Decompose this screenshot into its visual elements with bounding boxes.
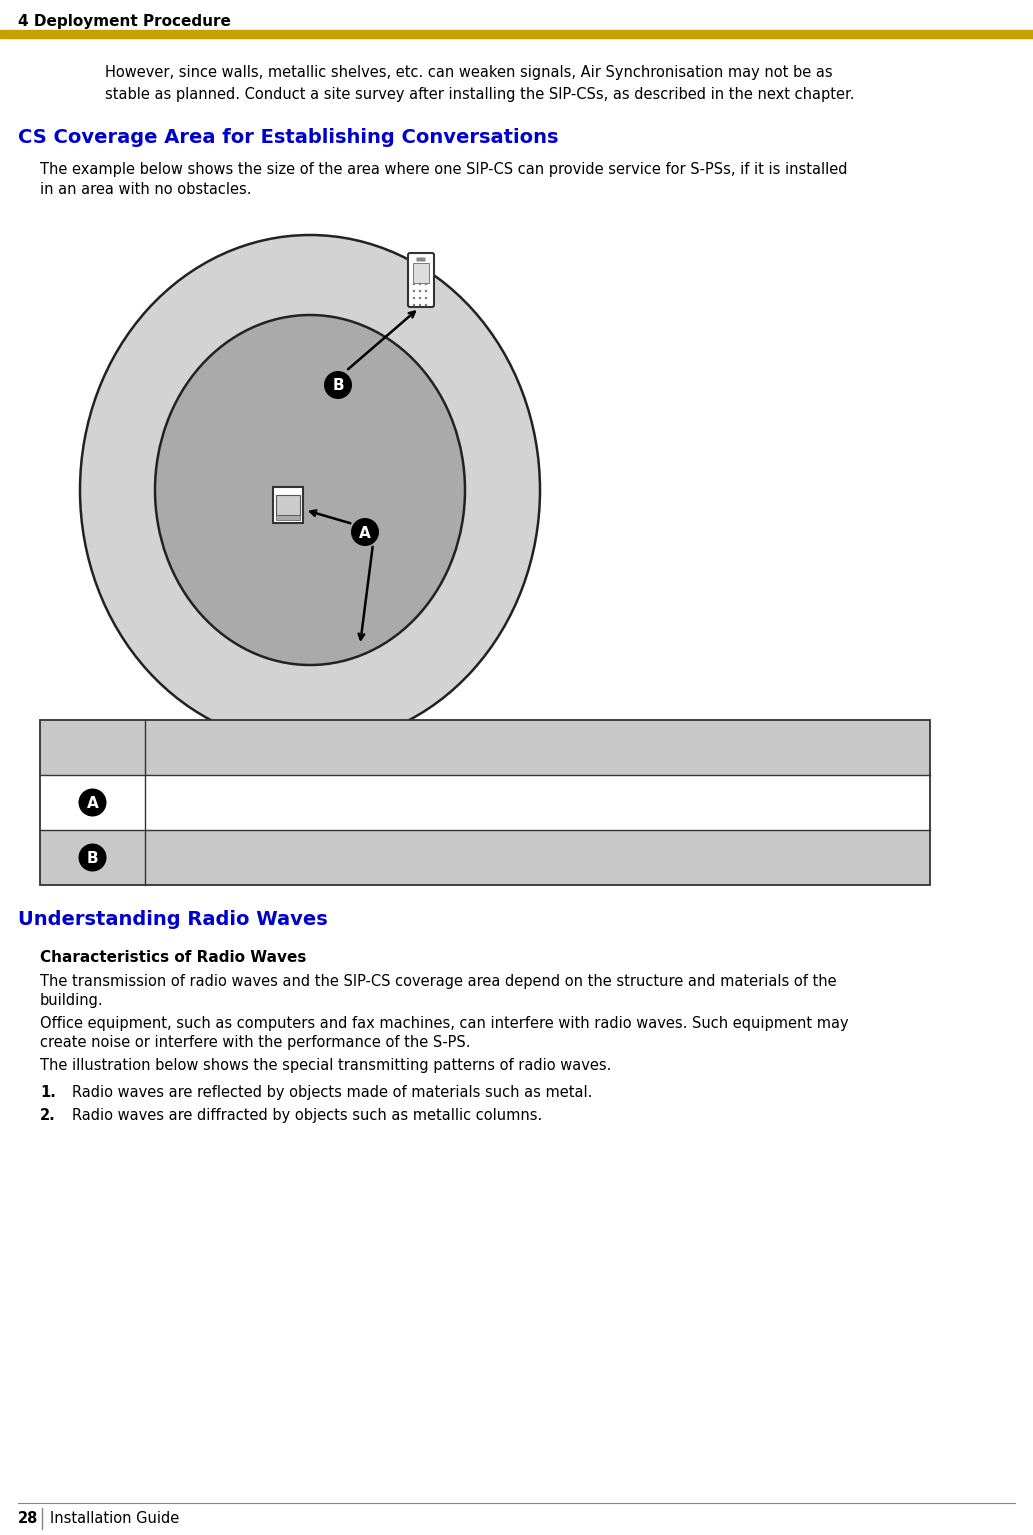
Text: (Radius: About 1 m to 40 m): (Radius: About 1 m to 40 m): [155, 804, 363, 820]
Text: S-PS coverage area: S-PS coverage area: [155, 840, 298, 855]
Circle shape: [79, 789, 106, 817]
Text: Characteristics of Radio Waves: Characteristics of Radio Waves: [40, 950, 307, 966]
Circle shape: [79, 844, 106, 872]
Text: 28: 28: [18, 1510, 38, 1526]
Circle shape: [413, 304, 415, 305]
FancyBboxPatch shape: [413, 262, 429, 282]
FancyBboxPatch shape: [276, 494, 300, 516]
Text: create noise or interfere with the performance of the S-PS.: create noise or interfere with the perfo…: [40, 1035, 470, 1050]
Text: Air Synchronisation coverage area: Air Synchronisation coverage area: [155, 784, 407, 800]
Text: However, since walls, metallic shelves, etc. can weaken signals, Air Synchronisa: However, since walls, metallic shelves, …: [105, 64, 833, 80]
Circle shape: [413, 282, 415, 286]
Circle shape: [418, 304, 421, 305]
Text: The illustration below shows the special transmitting patterns of radio waves.: The illustration below shows the special…: [40, 1058, 612, 1073]
Circle shape: [324, 371, 352, 399]
Bar: [40, 720, 930, 775]
Text: building.: building.: [40, 993, 103, 1008]
Text: Installation Guide: Installation Guide: [50, 1510, 180, 1526]
Circle shape: [413, 296, 415, 299]
Circle shape: [351, 517, 379, 546]
Text: stable as planned. Conduct a site survey after installing the SIP-CSs, as descri: stable as planned. Conduct a site survey…: [105, 87, 854, 101]
Bar: [40, 775, 930, 830]
Text: Radio waves are diffracted by objects such as metallic columns.: Radio waves are diffracted by objects su…: [72, 1108, 542, 1124]
Circle shape: [425, 296, 428, 299]
Text: Radio waves are reflected by objects made of materials such as metal.: Radio waves are reflected by objects mad…: [72, 1085, 592, 1101]
FancyBboxPatch shape: [276, 516, 300, 520]
Text: B: B: [333, 379, 344, 393]
Text: The transmission of radio waves and the SIP-CS coverage area depend on the struc: The transmission of radio waves and the …: [40, 975, 837, 989]
Text: Understanding Radio Waves: Understanding Radio Waves: [18, 910, 327, 929]
FancyBboxPatch shape: [408, 253, 434, 307]
Text: Area: Area: [72, 740, 113, 755]
Text: A: A: [87, 797, 98, 810]
Bar: [40, 830, 930, 886]
Circle shape: [425, 290, 428, 292]
Circle shape: [425, 282, 428, 286]
Circle shape: [425, 304, 428, 305]
Text: A: A: [359, 525, 371, 540]
Bar: [40, 720, 930, 886]
FancyBboxPatch shape: [416, 258, 426, 261]
Circle shape: [418, 282, 421, 286]
Circle shape: [418, 296, 421, 299]
Text: 4 Deployment Procedure: 4 Deployment Procedure: [18, 14, 230, 29]
Text: 1.: 1.: [40, 1085, 56, 1101]
Text: Office equipment, such as computers and fax machines, can interfere with radio w: Office equipment, such as computers and …: [40, 1016, 849, 1032]
Circle shape: [413, 290, 415, 292]
Ellipse shape: [155, 315, 465, 665]
Bar: [0, 31, 1033, 38]
Text: 2.: 2.: [40, 1108, 56, 1124]
FancyBboxPatch shape: [273, 487, 303, 523]
Text: The example below shows the size of the area where one SIP-CS can provide servic: The example below shows the size of the …: [40, 163, 847, 177]
Text: B: B: [87, 850, 98, 866]
Text: CS Coverage Area for Establishing Conversations: CS Coverage Area for Establishing Conver…: [18, 127, 559, 147]
Ellipse shape: [80, 235, 540, 744]
Text: in an area with no obstacles.: in an area with no obstacles.: [40, 183, 251, 196]
Circle shape: [418, 290, 421, 292]
Text: Description: Description: [489, 740, 587, 755]
Text: (Radius: About 1 m to 50 m): (Radius: About 1 m to 50 m): [155, 860, 363, 875]
